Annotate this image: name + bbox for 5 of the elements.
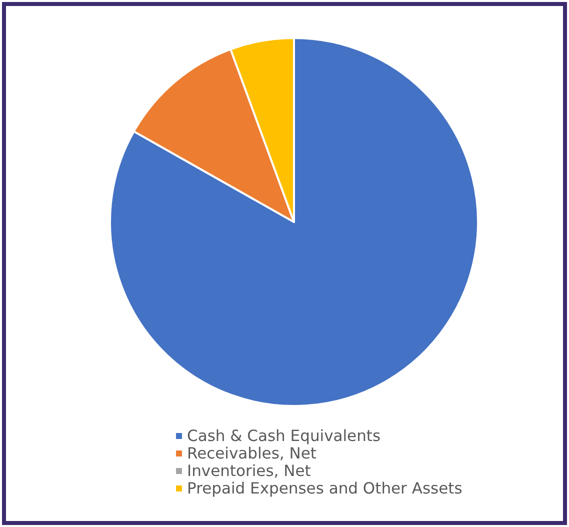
legend-label: Inventories, Net xyxy=(187,462,311,480)
legend-label: Receivables, Net xyxy=(187,444,316,463)
legend-label: Cash & Cash Equivalents xyxy=(187,427,381,446)
legend-label: Prepaid Expenses and Other Assets xyxy=(187,480,462,498)
pie-slice xyxy=(109,37,479,407)
